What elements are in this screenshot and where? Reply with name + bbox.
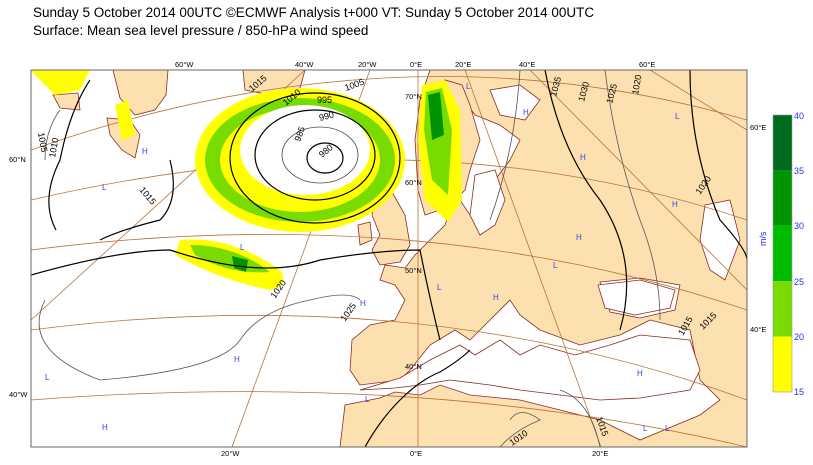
pressure-centres: H L L H H L H H L L H L H H L L H H L L [45,82,680,433]
low-marker: L [553,261,558,270]
lat-label: 60°N [405,178,422,187]
bottom-axis: 20°W 0°E 20°E [221,449,608,458]
lon-label: 20°E [592,449,608,458]
british-isles [357,191,411,266]
lat-label: 60°N [9,155,26,164]
low-marker: L [643,424,648,433]
colorbar-tick: 40 [794,111,804,121]
high-marker: H [493,293,499,302]
high-marker: H [102,423,108,432]
lon-label: 0°E [410,60,422,69]
map-subtitle: Surface: Mean sea level pressure / 850-h… [33,23,369,38]
colorbar-unit: m/s [758,231,768,246]
low-marker: L [45,373,50,382]
colorbar-segment [773,170,792,226]
lon-label: 60°E [639,60,655,69]
colorbar-segment [773,336,792,392]
caspian-sea [699,199,741,281]
colorbar: 40 35 30 25 20 15 m/s [758,111,804,397]
low-marker: L [466,82,471,91]
colorbar-segment [773,225,792,282]
high-marker: H [234,355,240,364]
europe-asia [339,70,747,447]
colorbar-segment [773,281,792,337]
lon-label: 40°W [295,60,314,69]
high-marker: H [672,200,678,209]
isobar-label: 1020 [630,74,643,95]
low-marker: L [675,112,680,121]
lon-label: 40°E [519,60,535,69]
lon-label: 20°W [358,60,377,69]
low-marker: L [365,395,370,404]
low-marker: L [437,283,442,292]
lon-label: 40°E [750,325,766,334]
isobar-label: 995 [317,95,332,105]
colorbar-segment [773,115,792,171]
lon-label: 0°E [410,449,422,458]
top-axis: 60°W 40°W 20°W 0°E 20°E 40°E 60°E [175,60,655,69]
high-marker: H [576,233,582,242]
high-marker: H [637,369,643,378]
colorbar-tick: 35 [794,166,804,176]
colorbar-tick: 25 [794,277,804,287]
map-frame [30,69,748,448]
isobar-label: 985 [292,125,307,143]
high-marker: H [580,153,586,162]
lon-label: 60°E [750,123,766,132]
lon-label: 20°E [455,60,471,69]
high-marker: H [142,147,148,156]
isobars [31,70,747,447]
high-marker: H [360,299,366,308]
isobar-label: 1005 [36,132,49,153]
high-marker: H [523,108,529,117]
lon-label: 40°W [9,390,28,399]
wind-speed-shading [31,70,462,290]
lon-label: 60°W [175,60,194,69]
lat-label: 50°N [405,266,422,275]
baltic-sea [469,169,506,236]
low-marker: L [102,183,107,192]
map-title: Sunday 5 October 2014 00UTC ©ECMWF Analy… [33,5,595,20]
white-sea [489,84,541,121]
colorbar-tick: 20 [794,332,804,342]
colorbar-border [772,114,793,393]
black-sea [597,279,676,316]
low-marker: L [240,243,245,252]
lon-label: 20°W [221,449,240,458]
lat-label: 70°N [405,92,422,101]
low-marker: L [665,424,670,433]
colorbar-tick: 30 [794,221,804,231]
lat-label: 40°N [405,362,422,371]
colorbar-tick: 15 [794,387,804,397]
isobar-label: 1010 [47,137,60,158]
mediterranean-sea [359,334,701,401]
isobar-label: 990 [318,109,335,123]
